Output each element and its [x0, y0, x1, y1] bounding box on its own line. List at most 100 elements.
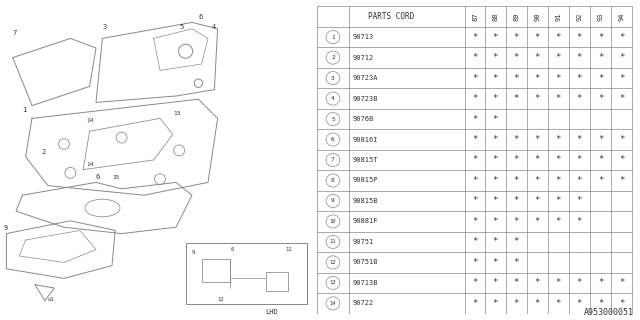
Text: *: * — [534, 53, 540, 62]
Text: *: * — [577, 156, 582, 164]
Text: 14: 14 — [330, 301, 336, 306]
Text: *: * — [598, 94, 603, 103]
Text: *: * — [556, 53, 561, 62]
Text: *: * — [514, 176, 519, 185]
Text: 90: 90 — [534, 12, 540, 21]
Text: *: * — [514, 53, 519, 62]
Text: 89: 89 — [513, 12, 520, 21]
Text: *: * — [577, 94, 582, 103]
Text: 6: 6 — [331, 137, 335, 142]
Text: *: * — [514, 258, 519, 267]
Text: *: * — [556, 33, 561, 42]
Text: *: * — [577, 299, 582, 308]
Text: 90712: 90712 — [353, 55, 374, 60]
Text: 9: 9 — [331, 198, 335, 204]
Text: *: * — [493, 196, 498, 205]
Text: *: * — [598, 53, 603, 62]
Text: *: * — [577, 278, 582, 287]
Text: 4: 4 — [331, 96, 335, 101]
Text: 7: 7 — [331, 157, 335, 163]
Text: 9: 9 — [192, 250, 195, 255]
Text: 11: 11 — [330, 239, 336, 244]
Text: *: * — [493, 94, 498, 103]
Text: 2: 2 — [42, 148, 46, 155]
Text: *: * — [598, 299, 603, 308]
Text: 90881F: 90881F — [353, 219, 378, 224]
Text: *: * — [556, 278, 561, 287]
Text: 90723A: 90723A — [353, 75, 378, 81]
Text: 12: 12 — [218, 297, 224, 302]
Text: *: * — [534, 74, 540, 83]
Text: A953000051: A953000051 — [584, 308, 634, 317]
Text: *: * — [472, 196, 478, 205]
Text: *: * — [493, 53, 498, 62]
Text: 14: 14 — [86, 163, 94, 167]
Text: 90815B: 90815B — [353, 198, 378, 204]
Text: *: * — [514, 196, 519, 205]
Text: 7: 7 — [13, 30, 17, 36]
Text: 94: 94 — [618, 12, 625, 21]
Text: *: * — [534, 156, 540, 164]
Text: *: * — [556, 217, 561, 226]
Text: *: * — [619, 176, 624, 185]
Text: 13: 13 — [173, 111, 180, 116]
Text: *: * — [598, 278, 603, 287]
Text: 6: 6 — [198, 14, 203, 20]
Text: 92: 92 — [577, 12, 582, 21]
Text: 4: 4 — [211, 24, 216, 30]
Text: *: * — [472, 115, 478, 124]
Text: *: * — [514, 33, 519, 42]
Text: 87: 87 — [472, 12, 478, 21]
Text: *: * — [514, 217, 519, 226]
Text: 5: 5 — [331, 116, 335, 122]
Text: *: * — [534, 196, 540, 205]
Text: *: * — [534, 278, 540, 287]
Text: *: * — [577, 74, 582, 83]
Text: *: * — [619, 299, 624, 308]
Text: *: * — [472, 217, 478, 226]
Text: 14: 14 — [86, 117, 94, 123]
Text: *: * — [534, 176, 540, 185]
Text: *: * — [619, 33, 624, 42]
Text: 6: 6 — [96, 174, 100, 180]
Text: *: * — [534, 33, 540, 42]
Text: *: * — [514, 135, 519, 144]
Text: *: * — [619, 156, 624, 164]
Text: *: * — [556, 299, 561, 308]
Text: 91: 91 — [556, 12, 561, 21]
Text: 1: 1 — [331, 35, 335, 40]
Text: 10: 10 — [330, 219, 336, 224]
Text: *: * — [577, 196, 582, 205]
Text: 15: 15 — [112, 175, 120, 180]
Text: 90713: 90713 — [353, 34, 374, 40]
Text: *: * — [472, 237, 478, 246]
Text: *: * — [514, 94, 519, 103]
Text: *: * — [514, 278, 519, 287]
Text: 90751: 90751 — [353, 239, 374, 245]
Text: 5: 5 — [179, 24, 184, 30]
Text: *: * — [598, 33, 603, 42]
Text: 90815T: 90815T — [353, 157, 378, 163]
Text: *: * — [556, 156, 561, 164]
Text: *: * — [472, 176, 478, 185]
Text: *: * — [493, 33, 498, 42]
Text: 90713B: 90713B — [353, 280, 378, 286]
Text: *: * — [514, 237, 519, 246]
Text: PARTS CORD: PARTS CORD — [368, 12, 414, 21]
Text: *: * — [534, 217, 540, 226]
Text: *: * — [493, 237, 498, 246]
Text: *: * — [493, 176, 498, 185]
Text: *: * — [556, 94, 561, 103]
Text: 13: 13 — [330, 280, 336, 285]
Text: *: * — [472, 53, 478, 62]
Text: *: * — [598, 135, 603, 144]
Text: 11: 11 — [285, 247, 291, 252]
Text: *: * — [472, 33, 478, 42]
Text: *: * — [534, 299, 540, 308]
Text: *: * — [493, 299, 498, 308]
Text: 1: 1 — [22, 107, 27, 113]
Text: *: * — [556, 74, 561, 83]
Text: *: * — [472, 258, 478, 267]
Text: *: * — [514, 299, 519, 308]
Text: *: * — [577, 135, 582, 144]
